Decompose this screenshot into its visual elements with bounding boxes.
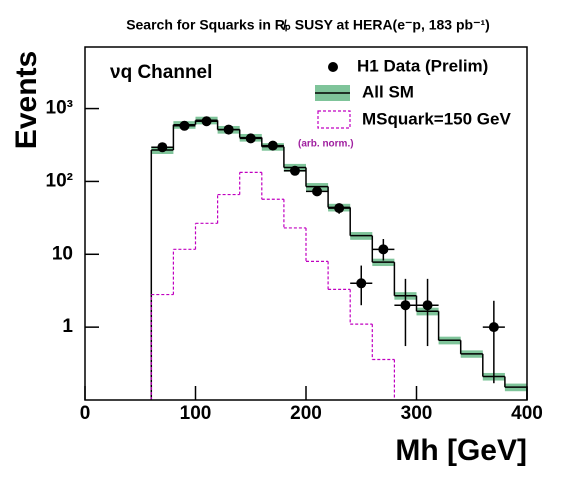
data-point [422,300,433,311]
data-point [267,140,278,151]
data-point [223,124,234,135]
data-point [378,244,389,255]
y-axis-label: Events [10,51,43,149]
y-tick-label: 1 [62,316,73,337]
data-point [334,203,345,214]
x-tick-label: 200 [290,403,322,424]
data-point [356,278,367,289]
chart-title: Search for Squarks in R̸ₚ SUSY at HERA(e… [126,17,490,33]
data-point [289,165,300,176]
y-tick-label: 10² [46,170,73,191]
legend-label: H1 Data (Prelim) [357,56,488,75]
data-point [312,186,323,197]
legend-label: All SM [362,82,414,101]
legend-marker [328,62,338,72]
channel-label: νq Channel [110,62,212,83]
y-tick-label: 10³ [46,98,73,119]
norm-note: (arb. norm.) [298,139,354,150]
legend-signal [317,110,351,129]
x-axis-label: Mh [GeV] [395,434,527,467]
x-tick-label: 100 [180,403,212,424]
y-tick-label: 10 [52,243,73,264]
data-point [488,322,499,333]
data-point [400,300,411,311]
data-point [245,133,256,144]
x-tick-label: 0 [80,403,91,424]
data-point [157,142,168,153]
x-tick-label: 400 [511,403,543,424]
data-point [201,116,212,127]
legend-label: MSquark=150 GeV [362,109,511,128]
data-point [179,120,190,131]
x-tick-label: 300 [401,403,433,424]
